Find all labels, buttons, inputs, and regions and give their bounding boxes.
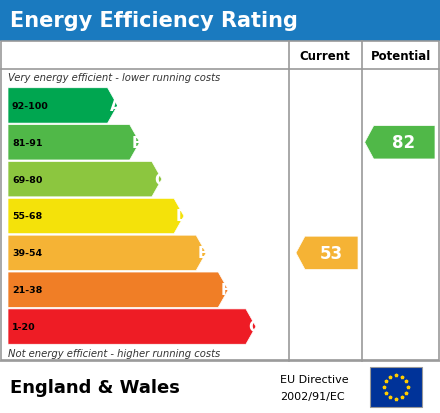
- Text: G: G: [248, 319, 260, 334]
- Polygon shape: [8, 125, 140, 161]
- Text: 39-54: 39-54: [12, 249, 42, 258]
- Text: 82: 82: [392, 134, 415, 152]
- Text: 53: 53: [319, 244, 343, 262]
- Text: England & Wales: England & Wales: [10, 378, 180, 396]
- Bar: [0, 0, 440, 42]
- Text: 81-91: 81-91: [12, 138, 43, 147]
- Text: 21-38: 21-38: [12, 285, 42, 294]
- Text: A: A: [110, 99, 121, 114]
- Text: Energy Efficiency Rating: Energy Efficiency Rating: [10, 11, 298, 31]
- Bar: [0, 361, 440, 413]
- Polygon shape: [365, 126, 435, 159]
- Text: E: E: [198, 246, 209, 261]
- Polygon shape: [8, 199, 184, 234]
- Text: EU Directive: EU Directive: [280, 374, 348, 384]
- Text: F: F: [220, 282, 231, 297]
- Text: D: D: [176, 209, 189, 224]
- Polygon shape: [8, 88, 117, 124]
- Text: Not energy efficient - higher running costs: Not energy efficient - higher running co…: [8, 348, 220, 358]
- Text: Very energy efficient - lower running costs: Very energy efficient - lower running co…: [8, 73, 220, 83]
- Text: C: C: [154, 172, 165, 187]
- Text: 69-80: 69-80: [12, 175, 42, 184]
- Text: Potential: Potential: [371, 50, 431, 62]
- Text: Current: Current: [300, 50, 351, 62]
- Text: 55-68: 55-68: [12, 212, 42, 221]
- Polygon shape: [8, 162, 162, 197]
- Polygon shape: [296, 237, 358, 270]
- Polygon shape: [8, 273, 228, 308]
- Text: 2002/91/EC: 2002/91/EC: [280, 391, 345, 401]
- Polygon shape: [8, 309, 256, 344]
- Polygon shape: [8, 235, 206, 271]
- Text: 1-20: 1-20: [12, 322, 36, 331]
- Bar: [1, 42, 439, 360]
- Text: B: B: [132, 135, 143, 150]
- Bar: [370, 367, 422, 407]
- Text: 92-100: 92-100: [12, 102, 49, 111]
